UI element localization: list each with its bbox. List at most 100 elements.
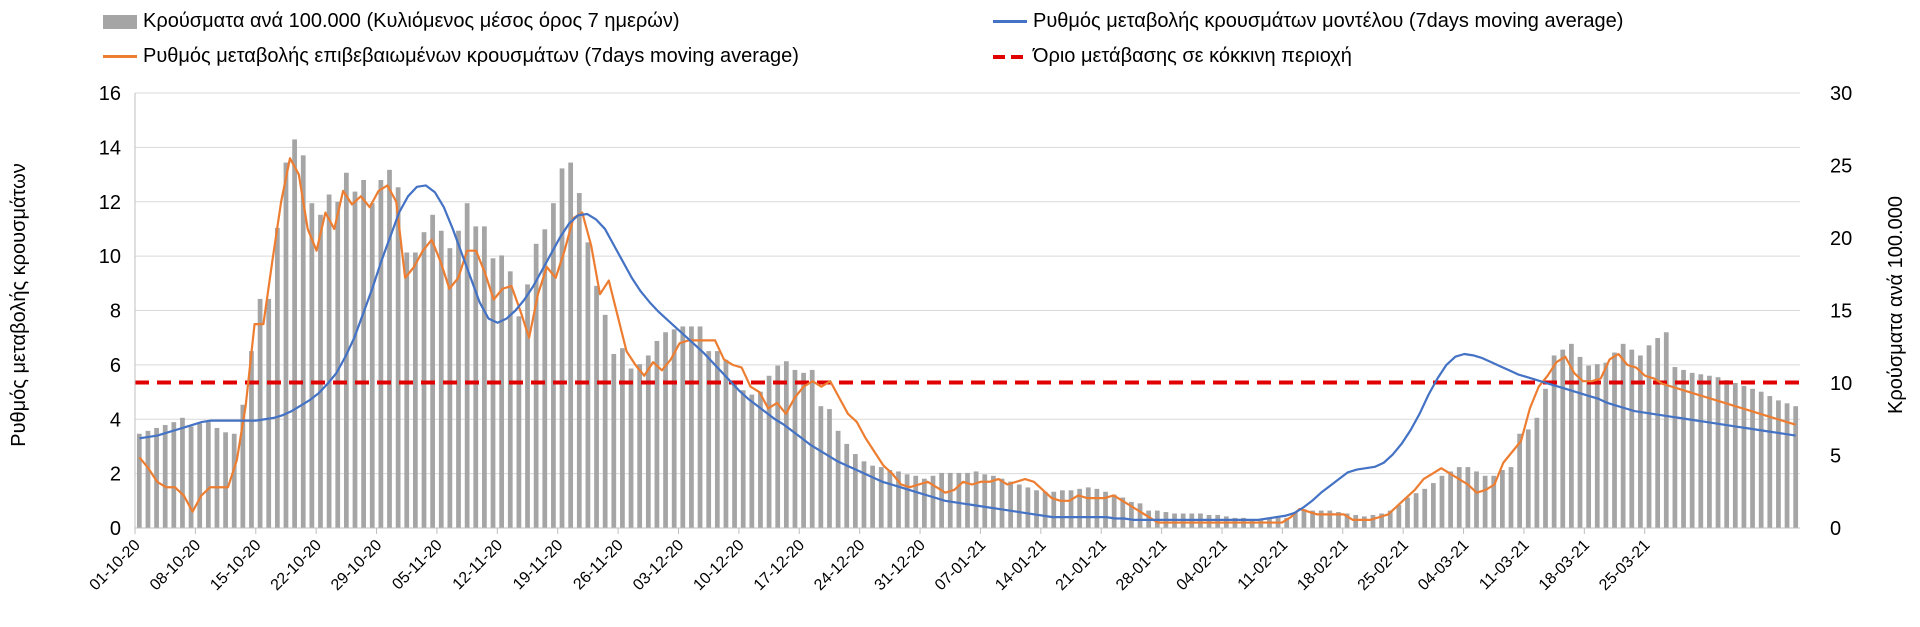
bar xyxy=(697,326,703,528)
x-tick-label: 07-01-21 xyxy=(932,537,989,594)
y-tick-right: 30 xyxy=(1830,83,1852,105)
legend-item-confirmed: Ρυθμός μεταβολής επιβεβαιωμένων κρουσμάτ… xyxy=(103,45,799,68)
bar xyxy=(1422,488,1428,528)
bar xyxy=(835,430,841,528)
bar xyxy=(335,201,341,528)
x-tick-label: 03-12-20 xyxy=(630,537,687,594)
legend-swatch-threshold xyxy=(993,54,1027,59)
y-tick-right: 10 xyxy=(1830,373,1852,395)
bar xyxy=(343,172,349,528)
bar xyxy=(1327,510,1333,528)
bar xyxy=(1525,429,1531,528)
bar xyxy=(1551,355,1557,528)
bar xyxy=(1594,364,1600,528)
bar xyxy=(1318,510,1324,528)
legend-item-threshold: Όριο μετάβασης σε κόκκινη περιοχή xyxy=(993,45,1352,68)
y-tick-left: 4 xyxy=(110,409,121,431)
x-tick-label: 29-10-20 xyxy=(328,537,385,594)
bar xyxy=(404,252,410,528)
y-tick-left: 6 xyxy=(110,355,121,377)
x-tick-label: 26-11-20 xyxy=(570,537,627,594)
bar xyxy=(525,284,530,528)
bar xyxy=(369,203,375,528)
bar xyxy=(1292,512,1298,528)
legend-label-threshold: Όριο μετάβασης σε κόκκινη περιοχή xyxy=(1033,45,1352,67)
x-tick-label: 22-10-20 xyxy=(268,537,325,594)
bar xyxy=(1517,433,1522,528)
bar xyxy=(1543,388,1548,528)
bar xyxy=(1025,487,1031,528)
bar xyxy=(1344,513,1350,528)
bar xyxy=(413,252,418,528)
bar xyxy=(628,368,634,528)
bar xyxy=(1715,377,1721,528)
bar xyxy=(645,355,651,528)
bar xyxy=(1439,475,1445,528)
bar xyxy=(1793,406,1799,528)
legend-swatch-bars xyxy=(103,14,137,29)
bar xyxy=(309,203,315,528)
y-tick-left: 0 xyxy=(110,518,121,540)
bar xyxy=(801,372,806,528)
bar xyxy=(1534,417,1540,528)
bar xyxy=(930,475,936,528)
bar xyxy=(887,470,893,528)
x-tick-label: 11-03-21 xyxy=(1476,537,1533,594)
bar xyxy=(1620,343,1626,528)
x-tick-label: 11-02-21 xyxy=(1235,537,1292,594)
bar xyxy=(663,332,668,528)
x-tick-label: 15-10-20 xyxy=(207,537,264,594)
bar xyxy=(1638,355,1643,528)
bar xyxy=(1732,383,1738,528)
bar xyxy=(594,285,599,528)
bar xyxy=(965,472,970,528)
bar xyxy=(456,230,461,528)
confirmed-rate-line xyxy=(138,157,1796,524)
legend-label-model: Ρυθμός μεταβολής κρουσμάτων μοντέλου (7d… xyxy=(1033,10,1624,32)
bar xyxy=(447,248,453,528)
bar xyxy=(1612,352,1617,528)
x-tick-label: 24-12-20 xyxy=(811,537,868,594)
x-tick-label: 18-03-21 xyxy=(1536,537,1593,594)
bar xyxy=(740,390,746,528)
y-tick-left: 10 xyxy=(99,246,121,268)
bar xyxy=(973,471,979,528)
bar xyxy=(723,359,729,528)
bar xyxy=(956,472,962,528)
legend-item-model: Ρυθμός μεταβολής κρουσμάτων μοντέλου (7d… xyxy=(993,10,1623,33)
bar xyxy=(749,394,755,528)
bar xyxy=(1034,490,1039,528)
y-tick-right: 15 xyxy=(1830,301,1852,323)
bar xyxy=(1336,512,1341,528)
bar xyxy=(1491,475,1497,528)
bar xyxy=(896,471,901,528)
bar xyxy=(1586,365,1592,528)
bar xyxy=(714,351,720,528)
bar xyxy=(654,340,660,528)
y-tick-right: 25 xyxy=(1830,156,1852,178)
bar xyxy=(1060,490,1065,528)
bar xyxy=(257,298,263,528)
bar xyxy=(1707,375,1712,528)
bar xyxy=(361,180,366,528)
bar xyxy=(1482,475,1488,528)
bar xyxy=(680,326,686,528)
x-tick-label: 04-03-21 xyxy=(1415,537,1472,594)
x-tick-label: 21-01-21 xyxy=(1053,537,1110,594)
bar xyxy=(231,433,237,528)
bar xyxy=(205,422,211,528)
bar xyxy=(818,406,824,528)
model-rate-line xyxy=(139,184,1796,521)
bar xyxy=(378,180,384,528)
bar xyxy=(154,427,159,528)
bar xyxy=(1405,497,1410,528)
legend-swatch-model xyxy=(993,20,1027,23)
x-tick-label: 17-12-20 xyxy=(751,537,808,594)
bar xyxy=(1396,504,1402,528)
bar xyxy=(1085,487,1091,528)
bar xyxy=(1646,345,1652,528)
bar xyxy=(732,383,737,528)
axes xyxy=(134,93,1800,534)
x-tick-label: 04-02-21 xyxy=(1174,537,1231,594)
